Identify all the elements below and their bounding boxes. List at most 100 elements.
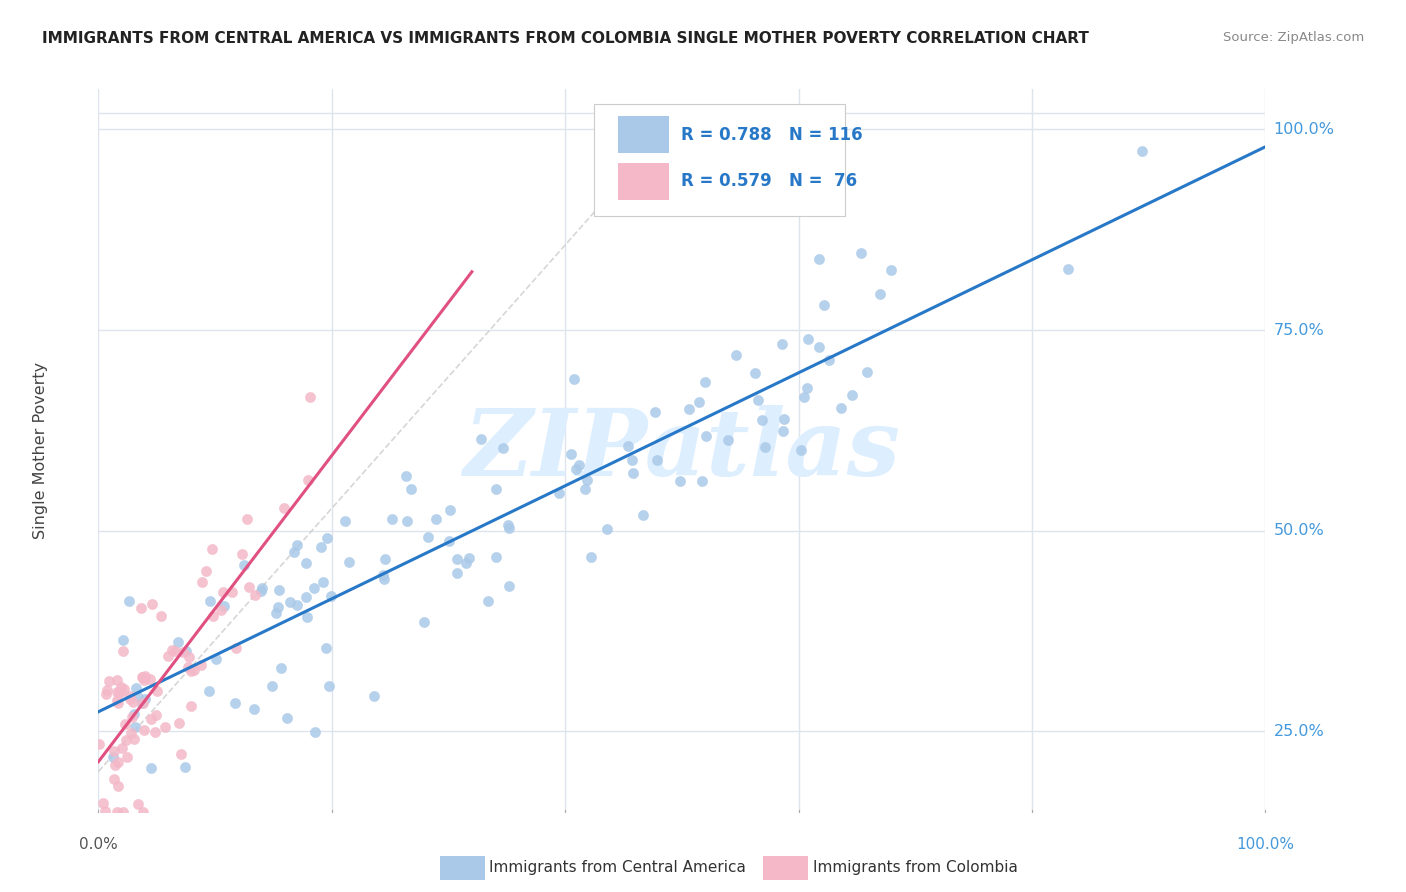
Point — [456, 556, 478, 570]
Point — [270, 661, 292, 675]
Point — [807, 252, 830, 267]
Point — [304, 724, 326, 739]
Point — [224, 696, 246, 710]
Point — [120, 692, 142, 706]
Point — [560, 447, 582, 461]
Point — [115, 733, 138, 747]
Point — [395, 469, 418, 483]
Point — [813, 298, 835, 312]
Point — [285, 538, 308, 552]
Point — [333, 514, 356, 528]
Point — [107, 697, 129, 711]
Point — [105, 685, 128, 699]
Point — [105, 673, 128, 688]
Point — [131, 696, 153, 710]
Point — [477, 594, 499, 608]
Point — [395, 514, 418, 528]
Point — [644, 405, 666, 419]
Point — [457, 551, 479, 566]
Point — [717, 433, 740, 447]
Point — [225, 640, 247, 655]
Point — [1130, 144, 1153, 158]
Point — [145, 707, 167, 722]
Point — [548, 486, 571, 500]
Point — [841, 387, 863, 401]
Point — [574, 482, 596, 496]
Point — [250, 583, 273, 598]
Point — [273, 500, 295, 515]
Point — [312, 575, 335, 590]
Point — [177, 659, 200, 673]
Point — [94, 687, 117, 701]
Point — [235, 512, 257, 526]
Point — [319, 589, 342, 603]
Point — [103, 744, 125, 758]
Point — [201, 542, 224, 557]
Point — [190, 658, 212, 673]
Point — [143, 724, 166, 739]
FancyBboxPatch shape — [617, 162, 669, 200]
Point — [797, 332, 820, 346]
Point — [131, 696, 153, 710]
Point — [276, 711, 298, 725]
Text: 0.0%: 0.0% — [79, 837, 118, 852]
Text: R = 0.579   N =  76: R = 0.579 N = 76 — [681, 172, 856, 190]
Point — [373, 572, 395, 586]
Point — [830, 401, 852, 416]
Point — [439, 503, 461, 517]
Point — [485, 482, 508, 496]
Point — [318, 680, 340, 694]
Point — [122, 732, 145, 747]
Point — [751, 413, 773, 427]
Point — [568, 458, 591, 472]
Point — [153, 720, 176, 734]
Point — [381, 512, 404, 526]
Point — [262, 679, 284, 693]
Point — [120, 689, 142, 703]
Point — [107, 755, 129, 769]
Point — [134, 691, 156, 706]
Point — [103, 750, 125, 764]
Point — [93, 804, 115, 818]
Point — [267, 582, 290, 597]
Point — [374, 552, 396, 566]
Point — [283, 545, 305, 559]
Point — [596, 523, 619, 537]
Point — [498, 578, 520, 592]
Point — [278, 595, 301, 609]
Point — [693, 376, 716, 390]
Point — [183, 663, 205, 677]
Text: ZIPatlas: ZIPatlas — [464, 406, 900, 495]
Point — [446, 552, 468, 566]
Point — [195, 564, 218, 578]
Point — [371, 568, 394, 582]
Point — [581, 550, 603, 565]
Text: 50.0%: 50.0% — [1274, 524, 1324, 538]
Point — [754, 440, 776, 454]
Text: R = 0.788   N = 116: R = 0.788 N = 116 — [681, 126, 862, 144]
Point — [678, 401, 700, 416]
Point — [105, 693, 128, 707]
Point — [772, 411, 794, 425]
Point — [117, 749, 139, 764]
Point — [818, 352, 841, 367]
Point — [793, 390, 815, 404]
Point — [110, 685, 132, 699]
Point — [790, 442, 813, 457]
Point — [724, 348, 747, 362]
Point — [298, 390, 321, 404]
Point — [772, 424, 794, 438]
Point — [238, 580, 260, 594]
Point — [103, 772, 125, 786]
Point — [111, 741, 134, 756]
Point — [498, 521, 520, 535]
Point — [114, 716, 136, 731]
Point — [205, 652, 228, 666]
Point — [176, 644, 198, 658]
Point — [617, 438, 640, 452]
Point — [212, 584, 235, 599]
Point — [131, 670, 153, 684]
Point — [267, 599, 290, 614]
Point — [470, 432, 492, 446]
Point — [446, 566, 468, 580]
